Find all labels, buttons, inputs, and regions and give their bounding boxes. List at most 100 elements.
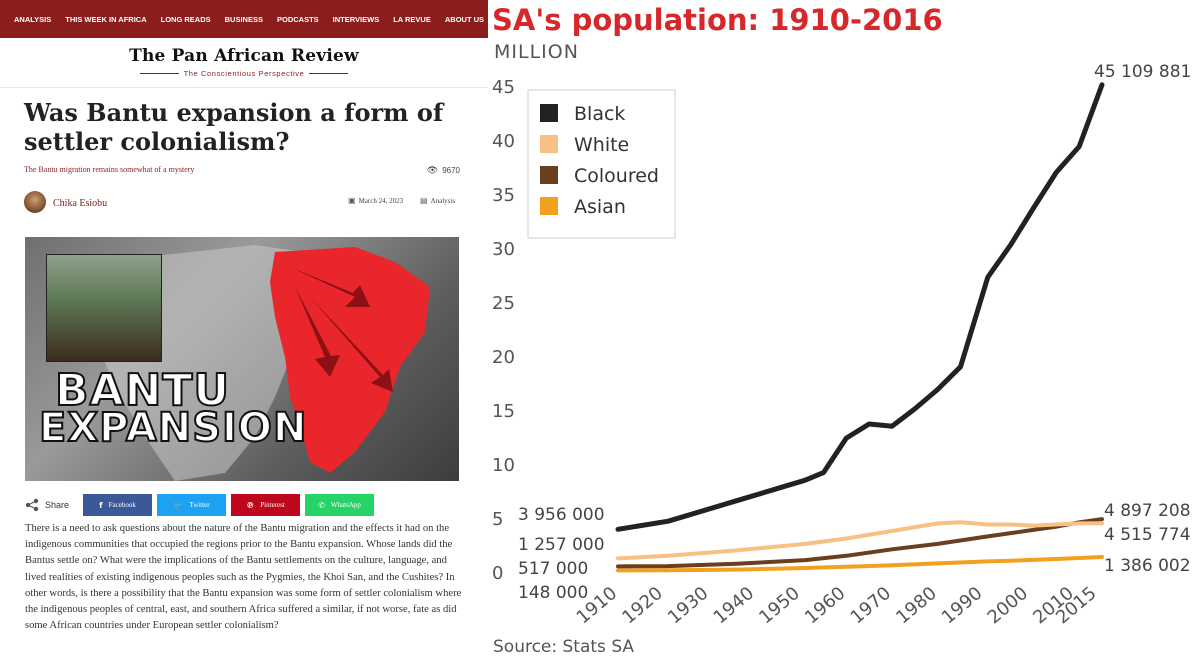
start-label-white: 1 257 000 xyxy=(518,535,605,555)
nav-item-business[interactable]: BUSINESS xyxy=(224,14,263,24)
site-tagline: The Conscientious Perspective xyxy=(183,69,305,78)
migration-arrow-1 xyxy=(290,267,370,307)
nav-item-about-us[interactable]: ABOUT US▾ xyxy=(445,15,488,24)
hero-image: BANTU EXPANSION xyxy=(25,237,459,481)
chart-source: Source: Stats SA xyxy=(493,637,634,657)
tagline-rule-left xyxy=(140,73,179,74)
chart-y-unit: MILLION xyxy=(494,41,579,63)
author-name[interactable]: Chika Esiobu xyxy=(53,198,108,209)
x-tick-label: 1940 xyxy=(710,583,759,629)
author-avatar[interactable] xyxy=(24,191,46,213)
y-tick-label: 45 xyxy=(492,77,515,98)
hero-text-expansion: EXPANSION xyxy=(38,404,308,452)
nav-item-podcasts[interactable]: PODCASTS xyxy=(276,14,319,24)
start-label-black: 3 956 000 xyxy=(518,505,605,525)
document-icon: ▤ xyxy=(420,196,428,205)
tagline-rule-right xyxy=(309,73,349,74)
nav-item-about-us-label: ABOUT US xyxy=(444,14,485,24)
series-line-black xyxy=(615,82,1105,532)
portrait-photo xyxy=(46,254,162,362)
legend-swatch-asian xyxy=(540,197,558,215)
end-label-asian: 1 386 002 xyxy=(1104,556,1191,576)
population-chart: SA's population: 1910-2016 MILLION 0 5 10 1… xyxy=(492,3,1191,657)
legend-label-white: White xyxy=(574,134,629,156)
article-category[interactable]: ▤ Analysis xyxy=(420,196,455,205)
masthead: The Pan African Review The Conscientious… xyxy=(0,38,488,88)
site-logo-title[interactable]: The Pan African Review xyxy=(129,46,359,66)
facebook-icon: f xyxy=(99,500,103,510)
legend-swatch-black xyxy=(540,104,558,122)
y-tick-label: 40 xyxy=(492,131,515,152)
publish-date: ▣ March 24, 2023 xyxy=(348,196,403,205)
share-twitter-button[interactable]: 🐦 Twitter xyxy=(157,494,227,516)
start-label-coloured: 517 000 xyxy=(518,559,588,579)
share-facebook-label: Facebook xyxy=(108,501,136,509)
end-label-coloured: 4 897 208 xyxy=(1104,501,1191,521)
share-bar: Share f Facebook 🐦 Twitter ℗ Pinterest ✆… xyxy=(25,494,379,516)
share-pinterest-label: Pinterest xyxy=(260,501,285,509)
nav-item-this-week-in-africa[interactable]: THIS WEEK IN AFRICA xyxy=(65,14,147,24)
share-whatsapp-label: WhatsApp xyxy=(330,501,361,509)
nav-item-la-revue[interactable]: LA REVUE xyxy=(393,14,431,24)
y-tick-label: 10 xyxy=(492,455,515,476)
chart-series xyxy=(615,82,1105,573)
eye-icon: 👁 xyxy=(426,165,439,175)
legend-label-asian: Asian xyxy=(574,196,626,218)
share-label: Share xyxy=(45,500,70,510)
share-facebook-button[interactable]: f Facebook xyxy=(83,494,153,516)
article-category-value: Analysis xyxy=(430,196,456,205)
share-twitter-label: Twitter xyxy=(189,501,210,509)
share-whatsapp-button[interactable]: ✆ WhatsApp xyxy=(305,494,375,516)
x-tick-label: 2000 xyxy=(984,583,1033,629)
x-tick-label: 1970 xyxy=(847,583,896,629)
chart-data-labels: 3 956 000 45 109 881 1 257 000 4 515 774 517… xyxy=(518,62,1191,603)
population-chart-panel: SA's population: 1910-2016 MILLION 0 5 10 1… xyxy=(488,0,1200,659)
legend-swatch-white xyxy=(540,135,558,153)
article-title: Was Bantu expansion a form of settler co… xyxy=(24,98,444,156)
end-label-black: 45 109 881 xyxy=(1094,62,1191,82)
x-tick-label: 1920 xyxy=(618,583,667,629)
calendar-icon: ▣ xyxy=(348,196,356,205)
view-count-value: 9670 xyxy=(442,166,460,175)
article-body: There is a need to ask questions about t… xyxy=(25,523,462,632)
view-count: 👁 9670 xyxy=(427,165,460,176)
nav-item-long-reads[interactable]: LONG READS xyxy=(160,14,211,24)
end-label-white: 4 515 774 xyxy=(1104,525,1191,545)
share-pinterest-button[interactable]: ℗ Pinterest xyxy=(231,494,301,516)
top-nav: ANALYSIS THIS WEEK IN AFRICA LONG READS … xyxy=(0,0,488,38)
share-icon xyxy=(25,498,39,512)
y-tick-label: 30 xyxy=(492,239,515,260)
chart-title: SA's population: 1910-2016 xyxy=(492,3,943,37)
x-axis-ticks: 1910192019301940195019601970198019902000… xyxy=(573,583,1101,629)
x-tick-label: 1950 xyxy=(755,583,804,629)
tagline-row: The Conscientious Perspective xyxy=(140,69,349,78)
hero-text-bantu: BANTU xyxy=(54,364,231,417)
article-subtitle: The Bantu migration remains somewhat of … xyxy=(24,165,195,174)
x-tick-label: 1980 xyxy=(892,583,941,629)
x-tick-label: 1990 xyxy=(938,583,987,629)
article-page: ANALYSIS THIS WEEK IN AFRICA LONG READS … xyxy=(0,0,488,659)
nav-item-analysis[interactable]: ANALYSIS xyxy=(14,14,52,24)
y-tick-label: 0 xyxy=(492,563,503,584)
legend-label-coloured: Coloured xyxy=(574,165,659,187)
y-tick-label: 5 xyxy=(492,509,503,530)
nav-item-interviews[interactable]: INTERVIEWS xyxy=(332,14,380,24)
migration-arrow-2 xyxy=(295,287,340,377)
series-line-white xyxy=(616,520,1104,561)
y-tick-label: 15 xyxy=(492,401,515,422)
x-tick-label: 1960 xyxy=(801,583,850,629)
twitter-icon: 🐦 xyxy=(173,500,184,510)
y-axis-ticks: 0 5 10 15 20 25 30 35 40 45 xyxy=(492,77,515,584)
x-tick-label: 1930 xyxy=(664,583,713,629)
y-tick-label: 25 xyxy=(492,293,515,314)
legend-label-black: Black xyxy=(574,103,625,125)
pinterest-icon: ℗ xyxy=(246,500,255,510)
bantu-region-red xyxy=(270,247,430,473)
y-tick-label: 35 xyxy=(492,185,515,206)
start-label-asian: 148 000 xyxy=(518,583,588,603)
chart-legend: Black White Coloured Asian xyxy=(527,89,676,239)
whatsapp-icon: ✆ xyxy=(318,500,325,510)
legend-swatch-coloured xyxy=(540,166,558,184)
series-line-asian xyxy=(616,555,1104,573)
publish-date-value: March 24, 2023 xyxy=(358,196,404,205)
